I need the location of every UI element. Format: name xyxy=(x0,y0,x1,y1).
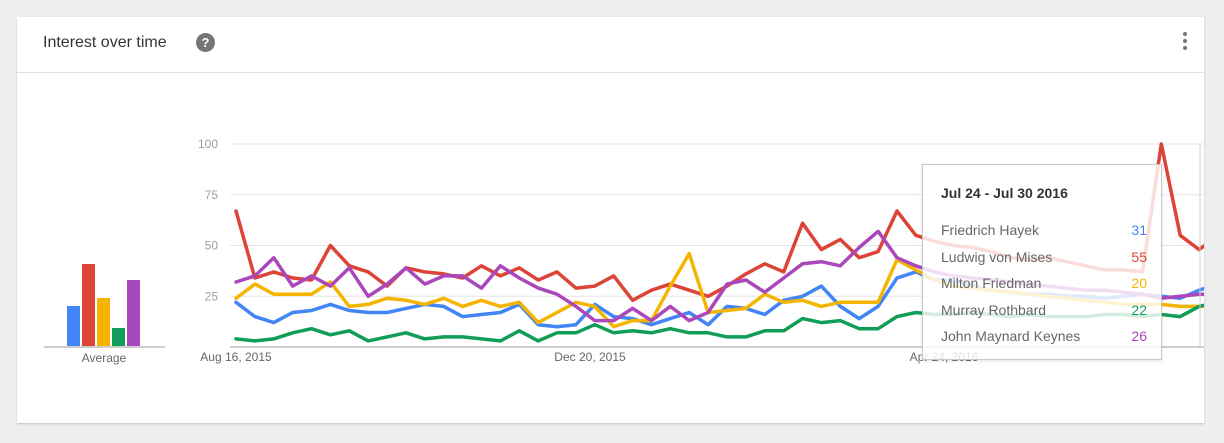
tooltip-value: 26 xyxy=(1131,328,1147,344)
average-bar xyxy=(127,280,140,346)
y-tick-label: 50 xyxy=(205,239,219,253)
tooltip-value: 20 xyxy=(1131,275,1147,291)
tooltip-value: 22 xyxy=(1131,302,1147,318)
tooltip-row: Ludwig von Mises 55 xyxy=(941,249,1147,267)
more-vertical-icon[interactable] xyxy=(1180,32,1190,52)
average-bar xyxy=(112,328,125,346)
help-icon[interactable]: ? xyxy=(196,33,215,52)
y-tick-label: 75 xyxy=(205,188,219,202)
x-tick-label: Aug 16, 2015 xyxy=(200,350,272,364)
hover-tooltip: Jul 24 - Jul 30 2016 Friedrich Hayek 31 … xyxy=(922,164,1162,360)
average-bar xyxy=(67,306,80,346)
tooltip-term: Milton Friedman xyxy=(941,275,1042,291)
tooltip-term: John Maynard Keynes xyxy=(941,328,1081,344)
y-tick-label: 25 xyxy=(205,289,219,303)
average-label: Average xyxy=(82,351,127,365)
tooltip-row: Milton Friedman 20 xyxy=(941,275,1147,293)
y-tick-label: 100 xyxy=(198,137,218,151)
card-header: Interest over time ? xyxy=(17,17,1204,73)
tooltip-term: Murray Rothbard xyxy=(941,302,1047,318)
x-tick-label: Dec 20, 2015 xyxy=(554,350,626,364)
card-title: Interest over time xyxy=(43,34,167,51)
tooltip-term: Friedrich Hayek xyxy=(941,222,1040,238)
tooltip-value: 31 xyxy=(1131,222,1147,238)
tooltip-row: Friedrich Hayek 31 xyxy=(941,222,1147,240)
average-bar xyxy=(97,298,110,346)
tooltip-row: Murray Rothbard 22 xyxy=(941,302,1147,320)
tooltip-value: 55 xyxy=(1131,249,1147,265)
tooltip-row: John Maynard Keynes 26 xyxy=(941,328,1147,346)
tooltip-term: Ludwig von Mises xyxy=(941,249,1053,265)
tooltip-date: Jul 24 - Jul 30 2016 xyxy=(941,185,1068,201)
average-bar xyxy=(82,264,95,346)
